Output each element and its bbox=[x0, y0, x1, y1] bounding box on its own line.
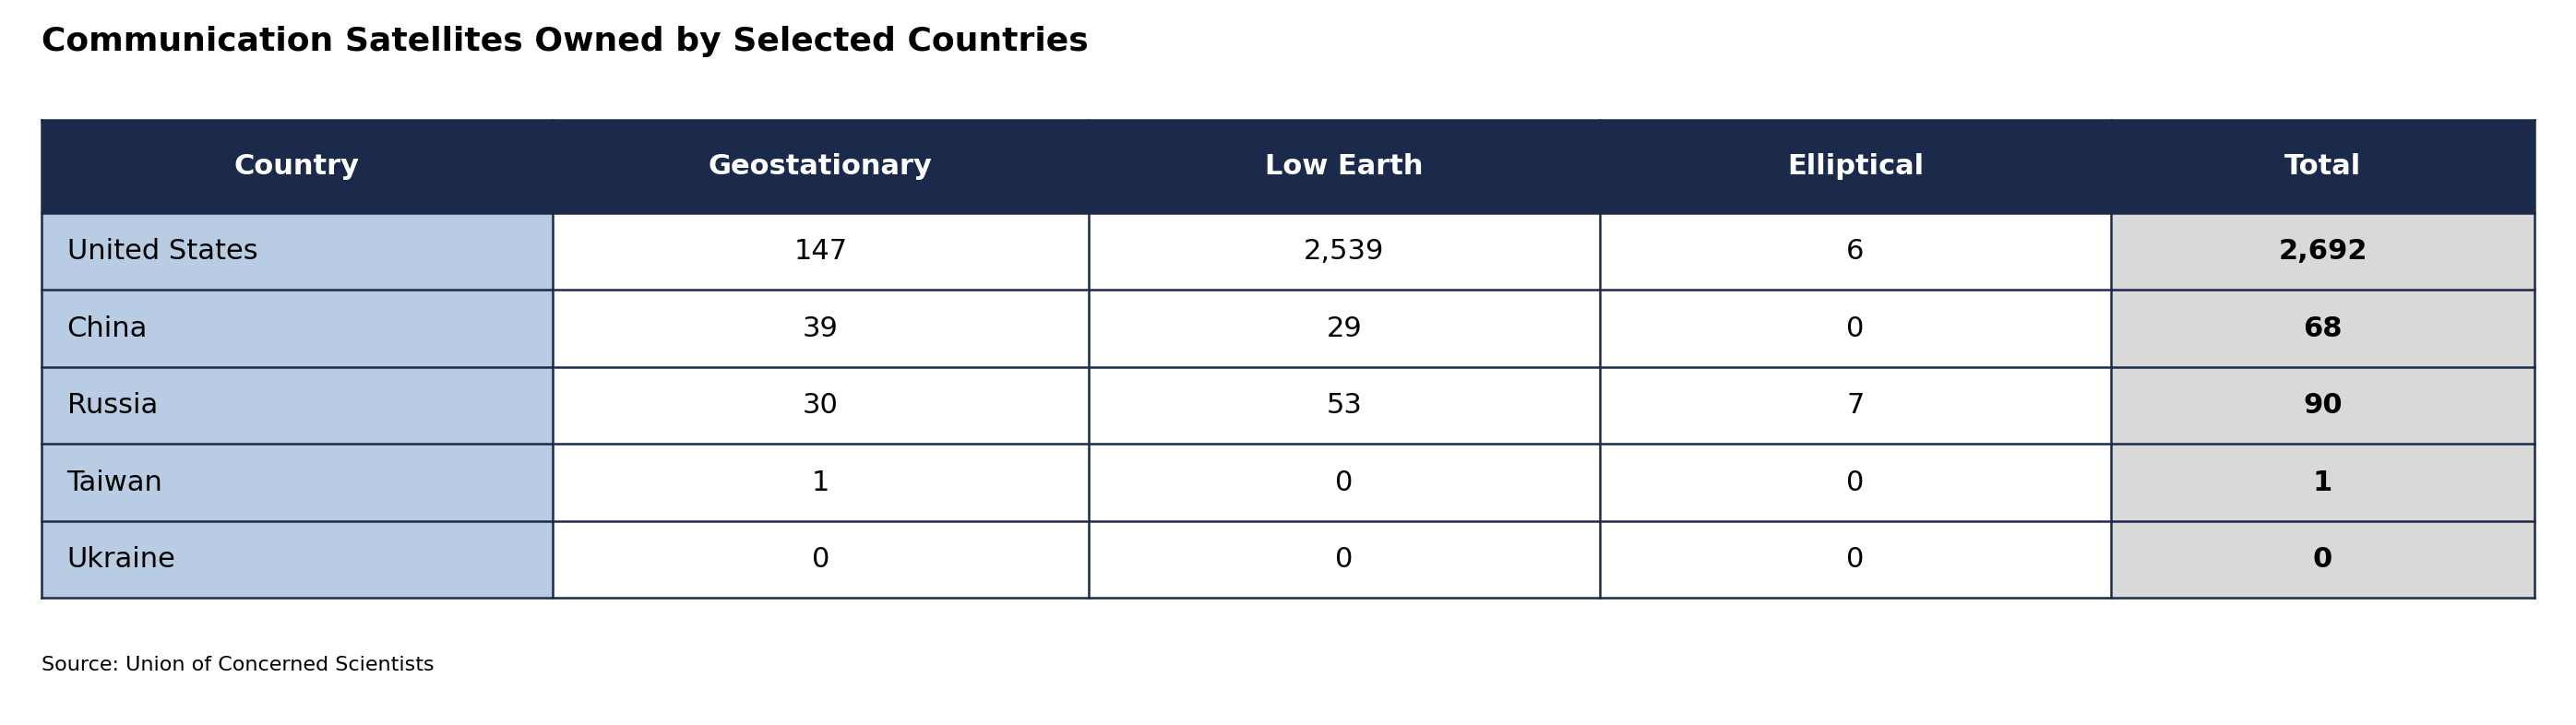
Text: 6: 6 bbox=[1847, 238, 1865, 265]
Text: 0: 0 bbox=[1334, 546, 1352, 573]
Bar bbox=[551, 367, 1090, 444]
Text: 147: 147 bbox=[793, 238, 848, 265]
Bar bbox=[41, 290, 551, 367]
Text: 0: 0 bbox=[2313, 546, 2334, 573]
Bar bbox=[41, 213, 551, 290]
Bar bbox=[551, 213, 1090, 290]
Bar bbox=[2110, 444, 2535, 521]
Bar bbox=[551, 120, 1090, 213]
Text: United States: United States bbox=[67, 238, 258, 265]
Text: Geostationary: Geostationary bbox=[708, 153, 933, 180]
Text: China: China bbox=[67, 315, 147, 342]
Bar bbox=[1090, 213, 1600, 290]
Bar bbox=[1090, 367, 1600, 444]
Bar bbox=[2110, 213, 2535, 290]
Bar bbox=[2110, 290, 2535, 367]
Text: Elliptical: Elliptical bbox=[1788, 153, 1924, 180]
Bar bbox=[1600, 120, 2110, 213]
Text: 29: 29 bbox=[1327, 315, 1363, 342]
Text: 2,539: 2,539 bbox=[1303, 238, 1383, 265]
Text: 90: 90 bbox=[2303, 392, 2342, 419]
Bar bbox=[1600, 213, 2110, 290]
Text: 0: 0 bbox=[1847, 315, 1865, 342]
Bar bbox=[1600, 444, 2110, 521]
Text: 1: 1 bbox=[2313, 469, 2334, 496]
Text: 0: 0 bbox=[1334, 469, 1352, 496]
Text: Russia: Russia bbox=[67, 392, 157, 419]
Text: 68: 68 bbox=[2303, 315, 2342, 342]
Text: 7: 7 bbox=[1847, 392, 1865, 419]
Bar bbox=[1090, 521, 1600, 598]
Text: Ukraine: Ukraine bbox=[67, 546, 175, 573]
Bar bbox=[41, 120, 551, 213]
Bar bbox=[1090, 120, 1600, 213]
Bar bbox=[41, 521, 551, 598]
Text: 1: 1 bbox=[811, 469, 829, 496]
Bar bbox=[2110, 367, 2535, 444]
Text: 39: 39 bbox=[804, 315, 837, 342]
Text: Source: Union of Concerned Scientists: Source: Union of Concerned Scientists bbox=[41, 656, 433, 674]
Bar bbox=[41, 444, 551, 521]
Bar bbox=[1600, 290, 2110, 367]
Text: Low Earth: Low Earth bbox=[1265, 153, 1422, 180]
Text: Taiwan: Taiwan bbox=[67, 469, 162, 496]
Bar bbox=[2110, 120, 2535, 213]
Bar bbox=[1600, 367, 2110, 444]
Bar bbox=[551, 290, 1090, 367]
Bar bbox=[551, 521, 1090, 598]
Text: Total: Total bbox=[2285, 153, 2362, 180]
Text: 2,692: 2,692 bbox=[2277, 238, 2367, 265]
Bar bbox=[1600, 521, 2110, 598]
Text: 53: 53 bbox=[1327, 392, 1363, 419]
Bar bbox=[1090, 290, 1600, 367]
Text: 30: 30 bbox=[804, 392, 837, 419]
Bar bbox=[2110, 521, 2535, 598]
Text: 0: 0 bbox=[811, 546, 829, 573]
Text: Country: Country bbox=[234, 153, 361, 180]
Bar bbox=[1090, 444, 1600, 521]
Bar bbox=[41, 367, 551, 444]
Bar bbox=[551, 444, 1090, 521]
Text: Communication Satellites Owned by Selected Countries: Communication Satellites Owned by Select… bbox=[41, 25, 1087, 57]
Text: 0: 0 bbox=[1847, 546, 1865, 573]
Text: 0: 0 bbox=[1847, 469, 1865, 496]
